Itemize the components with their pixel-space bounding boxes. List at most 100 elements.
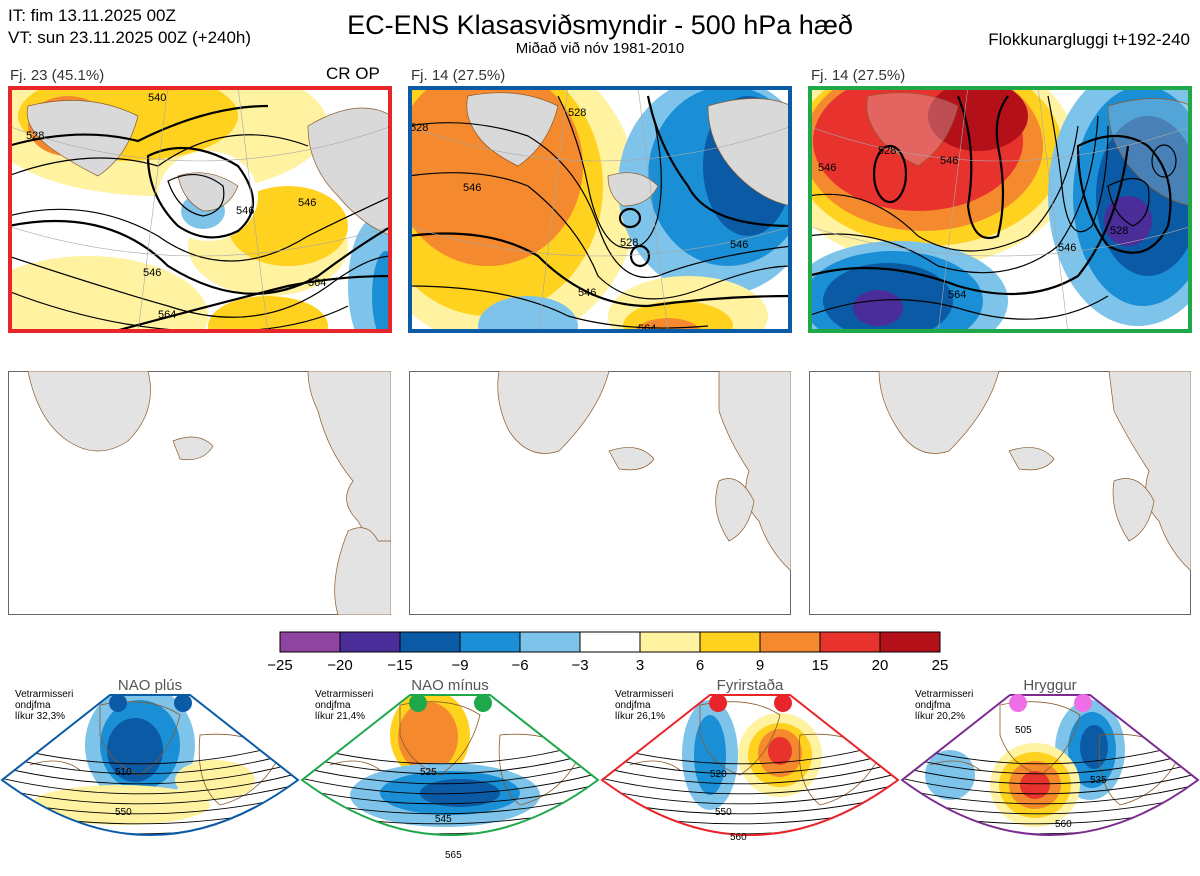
colorbar-swatch — [519, 631, 581, 653]
height-contour — [900, 850, 1200, 864]
regime-border — [300, 694, 600, 836]
regime-contour-label: 505 — [1015, 725, 1032, 736]
colorbar-swatch — [819, 631, 881, 653]
land-outline — [699, 701, 781, 776]
height-contours — [808, 95, 1177, 320]
contour-label: 564 — [158, 309, 176, 321]
land — [466, 92, 792, 207]
height-contour — [2, 772, 298, 795]
regime-name: Fyrirstaða — [717, 677, 784, 694]
anomaly-blob — [1020, 771, 1050, 799]
regime-border — [900, 694, 1200, 836]
regime-contour-label: 560 — [1055, 819, 1072, 830]
anomaly-blob — [30, 785, 210, 825]
regime-contour-label: 510 — [115, 767, 132, 778]
colorbar-tick-label: 3 — [636, 657, 644, 674]
page-title: EC-ENS Klasasviðsmyndir - 500 hPa hæð — [347, 10, 853, 40]
height-contour — [902, 750, 1198, 775]
height-contour — [902, 783, 1198, 805]
height-contours — [408, 95, 792, 329]
height-contour — [602, 761, 898, 785]
contour-label: 546 — [578, 287, 596, 299]
base-map-3 — [809, 371, 1191, 615]
regime-contour-label: 550 — [115, 807, 132, 818]
regime-border — [600, 694, 900, 836]
regime-dot — [409, 694, 427, 712]
height-contour — [902, 761, 1198, 785]
regime-contour-label: 565 — [445, 850, 462, 861]
regime-map: 505 535 560 Hryggur Vetrarmisseriondjfmalíku… — [900, 677, 1200, 864]
height-contour — [0, 850, 300, 864]
regime-info-line: Vetrarmisseri — [315, 689, 373, 700]
contour-labels: 528 546 546 546 564 564 540 — [26, 92, 326, 321]
height-contour — [602, 750, 898, 775]
height-contour — [302, 772, 598, 795]
cluster-1-extra: CR OP — [326, 64, 380, 83]
cluster-1-label: Fj. 23 (45.1%) — [10, 67, 105, 84]
regime-info-line: líkur 20,2% — [915, 711, 965, 722]
contour-label: 546 — [1058, 242, 1076, 254]
contour-label: 528 — [1110, 225, 1128, 237]
colorbar-tick-label: −3 — [571, 657, 588, 674]
regime-info-line: líkur 32,3% — [15, 711, 65, 722]
graticule — [808, 86, 1192, 333]
anomaly-blob — [1014, 845, 1046, 857]
contour-label: 564 — [948, 289, 966, 301]
colorbar-swatch — [339, 631, 401, 653]
regime-dot — [174, 694, 192, 712]
regime-name: Hryggur — [1023, 677, 1076, 694]
height-contour — [900, 839, 1200, 854]
regime-info-line: Vetrarmisseri — [15, 689, 73, 700]
anomaly-blob — [398, 702, 458, 772]
height-contour — [302, 761, 598, 785]
colorbar-tick-label: −25 — [267, 657, 292, 674]
colorbar-tick-label: −6 — [511, 657, 528, 674]
cluster-border — [8, 86, 392, 333]
anomaly-blob — [925, 750, 975, 800]
colorbar-swatch — [639, 631, 701, 653]
contour-label: 546 — [940, 155, 958, 167]
contour-labels: 528 528 546 546 546 564 528 — [410, 107, 748, 333]
contour-label: 528 — [26, 130, 44, 142]
contour-label: 546 — [236, 205, 254, 217]
cluster-border — [408, 86, 792, 333]
height-contour — [902, 772, 1198, 795]
height-contour — [600, 839, 900, 854]
colorbar-tick-label: −20 — [327, 657, 352, 674]
anomaly-blob — [694, 715, 726, 795]
height-contour — [302, 783, 598, 805]
regime-info-line: líkur 26,1% — [615, 711, 665, 722]
colorbar-tick-label: −15 — [387, 657, 412, 674]
contour-label: 564 — [638, 323, 656, 333]
colorbar-tick-label: 25 — [932, 657, 949, 674]
anomaly-blob — [107, 718, 163, 782]
regime-dot — [709, 694, 727, 712]
regime-contour-label: 535 — [1090, 775, 1107, 786]
colorbar-swatch — [699, 631, 761, 653]
contour-labels: 528 546 546 564 546 528 — [818, 145, 1128, 301]
land — [878, 371, 1191, 572]
regime-dot — [774, 694, 792, 712]
regime-info-line: ondjfma — [315, 700, 351, 711]
anomaly-blob — [768, 737, 792, 765]
height-contour — [2, 783, 298, 805]
initial-time: IT: fim 13.11.2025 00Z — [8, 6, 176, 25]
height-contour — [0, 839, 300, 854]
contour-label: 546 — [463, 182, 481, 194]
regime-panel: 520 550 560 Fyrirstaða Vetrarmisseri ondjfma l… — [600, 675, 900, 871]
height-contour — [2, 761, 298, 785]
colorbar-swatches — [279, 631, 941, 653]
base-map-1 — [8, 371, 391, 615]
contour-label: 546 — [143, 267, 161, 279]
regime-info-line: Vetrarmisseri — [615, 689, 673, 700]
colorbar-tick-label: −9 — [451, 657, 468, 674]
classification-window: Flokkunargluggi t+192-240 — [988, 30, 1190, 49]
regime-dot — [474, 694, 492, 712]
colorbar-tick-label: 9 — [756, 657, 764, 674]
colorbar: −25 −20 −15 −9 −6 −3 3 6 9 15 20 25 — [267, 631, 949, 674]
regime-map: 510 550 NAO plús Vetrarmisseriondjfmalíkur … — [0, 677, 300, 864]
regime-contour-label: 550 — [715, 807, 732, 818]
colorbar-tick-label: 15 — [812, 657, 829, 674]
land-outline — [99, 701, 181, 776]
height-contour — [602, 783, 898, 805]
